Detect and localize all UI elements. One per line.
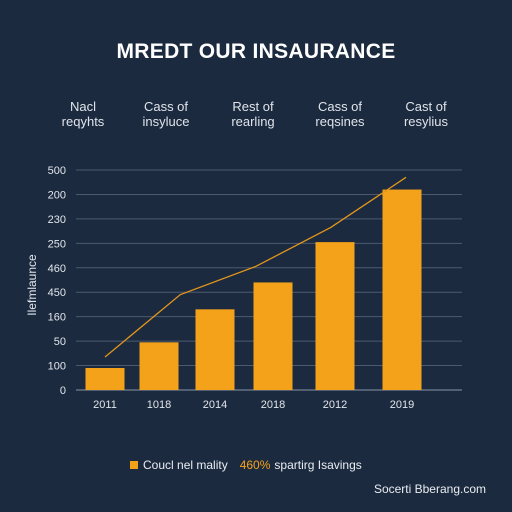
column-header-line: Cass of: [317, 99, 363, 114]
y-tick-label: 160: [48, 312, 66, 324]
footer-source: Socerti Bberang.com: [373, 482, 486, 496]
y-axis-label: Ilefmlaunce: [25, 254, 39, 316]
y-tick-label: 50: [54, 336, 66, 348]
column-header-line: resylius: [403, 114, 449, 129]
bar: [195, 309, 235, 390]
y-tick-label: 460: [48, 263, 66, 275]
column-header-line: Cast of: [405, 99, 447, 114]
column-header-line: Rest of: [232, 99, 274, 114]
y-tick-label: 500: [48, 165, 66, 177]
column-header-line: insyluce: [142, 114, 190, 129]
legend: Coucl nel mality 460% spartirg Isavings: [130, 458, 362, 472]
column-header-line: rearling: [231, 114, 275, 129]
column-header: Cass of insyluce: [116, 99, 216, 129]
x-tick-label: 2011: [93, 399, 117, 411]
bar: [253, 282, 293, 390]
x-tick-label: 2018: [261, 399, 285, 411]
bar: [382, 189, 422, 390]
x-tick-label: 2012: [323, 399, 347, 411]
column-header-line: Cass of: [143, 99, 189, 114]
trend-line: [104, 176, 407, 358]
bar: [139, 342, 179, 390]
bar: [315, 242, 355, 390]
y-tick-label: 100: [48, 361, 66, 373]
x-tick-label: 2014: [203, 399, 227, 411]
x-tick-label: 2019: [390, 399, 414, 411]
legend-accent-label: spartirg Isavings: [274, 458, 362, 472]
column-header-line: reqsines: [315, 114, 365, 129]
y-tick-label: 200: [48, 189, 66, 201]
column-header: Rest of rearling: [203, 99, 303, 129]
legend-label: Coucl nel mality: [143, 458, 228, 472]
y-tick-label: 0: [60, 385, 66, 397]
chart-title: MREDT OUR INSAURANCE: [116, 40, 396, 63]
legend-accent-value: 460%: [239, 458, 271, 472]
column-header-line: Nacl: [69, 99, 96, 114]
legend-swatch: [130, 461, 138, 469]
column-header: Cast of resylius: [376, 99, 476, 129]
x-tick-label: 1018: [147, 399, 171, 411]
column-header: Cass of reqsines: [290, 99, 390, 129]
column-header-line: reqyhts: [61, 114, 105, 129]
bar: [85, 368, 125, 390]
y-tick-label: 450: [48, 287, 66, 299]
y-tick-label: 230: [48, 214, 66, 226]
y-tick-label: 250: [48, 238, 66, 250]
column-header: Nacl reqyhts: [33, 99, 133, 129]
